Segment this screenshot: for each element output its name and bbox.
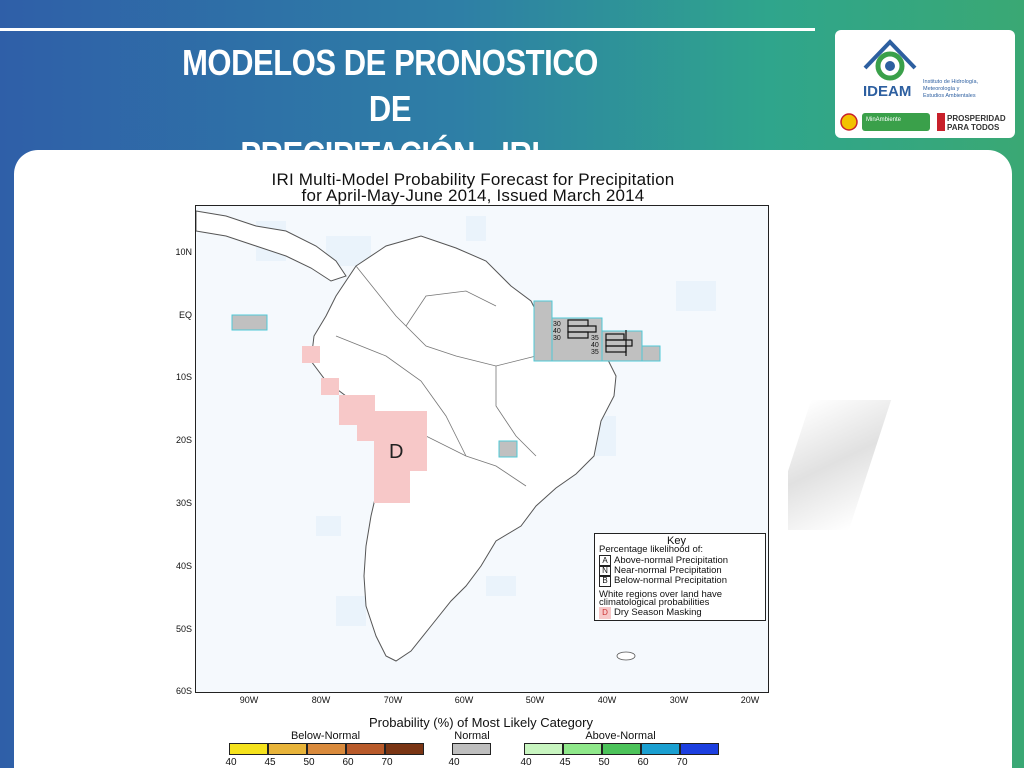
lon-label-90w: 90W (239, 695, 259, 705)
legend-normal-tick-1: 40 (448, 757, 460, 768)
lat-label-60s: 60S (175, 686, 192, 696)
box-label-6: 35 (591, 349, 599, 356)
normal-cell-paraguay (498, 440, 518, 458)
lat-label-20s: 20S (175, 435, 192, 445)
normal-cell-galapagos (231, 314, 268, 331)
legend-below-swatch-1 (229, 743, 268, 755)
logo-slogan-1: PROSPERIDAD (947, 114, 1006, 123)
falklands-outline (616, 651, 636, 661)
ideam-logo: IDEAM Instituto de Hidrología, Meteorolo… (840, 39, 1006, 132)
coat-of-arms-icon (840, 113, 858, 131)
logo-brand-sub-1: Instituto de Hidrología, (923, 79, 979, 85)
logo-swirl-icon (875, 51, 905, 81)
lon-label-50w: 50W (525, 695, 545, 705)
header-rule (0, 28, 815, 31)
legend-below-swatch-3 (307, 743, 346, 755)
logo-roof-icon (863, 39, 917, 70)
prosperidad-flag-icon (937, 113, 945, 131)
key-item-near: N Near-normal Precipitation (599, 565, 722, 577)
box-label-4: 35 (591, 335, 599, 342)
box-label-3: 30 (553, 335, 561, 342)
minambiente-badge (862, 113, 930, 131)
forecast-map-svg: D 30 40 30 35 40 35 (196, 210, 716, 662)
legend-above-tick-1: 40 (520, 757, 532, 768)
dry-mask-letter: D (389, 441, 403, 463)
legend-below-tick-2: 45 (264, 757, 276, 768)
key-label-above: Above-normal Precipitation (614, 555, 729, 566)
legend-title: Probability (%) of Most Likely Category (369, 715, 593, 730)
dry-season-mask-region (302, 346, 427, 503)
key-subtitle: Percentage likelihood of: (599, 544, 704, 555)
normal-region-ne-brazil (533, 300, 661, 362)
logo-ministry: MinAmbiente (866, 117, 902, 123)
key-label-near: Near-normal Precipitation (614, 565, 722, 576)
lat-label-10s: 10S (175, 372, 192, 382)
legend-below-tick-3: 50 (303, 757, 315, 768)
figure-title-line1: IRI Multi-Model Probability Forecast for… (271, 170, 675, 189)
central-america-outline (196, 210, 347, 282)
legend-below-tick-4: 60 (342, 757, 354, 768)
box-label-5: 40 (591, 342, 599, 349)
legend-above-swatch-5 (680, 743, 719, 755)
key-label-dry: Dry Season Masking (614, 607, 702, 618)
legend-above-tick-5: 70 (676, 757, 688, 768)
legend-below-swatch-2 (268, 743, 307, 755)
legend-normal-label: Normal (454, 730, 490, 742)
legend-above-tick-2: 45 (559, 757, 571, 768)
legend-above-tick-4: 60 (637, 757, 649, 768)
ideam-logo-card: IDEAM Instituto de Hidrología, Meteorolo… (835, 30, 1015, 138)
lat-label-30s: 30S (175, 498, 192, 508)
box-label-1: 30 (553, 321, 561, 328)
lon-label-30w: 30W (669, 695, 689, 705)
legend-normal-swatch-1 (452, 743, 491, 755)
slide-title-line1: MODELOS DE PRONOSTICO DE (182, 42, 598, 129)
figure-title-line2: for April-May-June 2014, Issued March 20… (301, 186, 645, 205)
map-key: Key Percentage likelihood of: A Above-nor… (594, 533, 766, 621)
country-borders (335, 265, 537, 487)
probability-box-marks (567, 319, 633, 356)
lat-label-50s: 50S (175, 624, 192, 634)
key-note-1: White regions over land have (599, 589, 723, 600)
key-letter-d: D (599, 607, 611, 619)
legend-above-tick-3: 50 (598, 757, 610, 768)
legend-below-tick-1: 40 (225, 757, 237, 768)
legend-below-label: Below-Normal (290, 730, 361, 742)
key-letter-n: N (599, 565, 611, 577)
logo-brand-sub-2: Meteorología y (923, 86, 960, 92)
key-item-below: B Below-normal Precipitation (599, 575, 727, 587)
key-item-above: A Above-normal Precipitation (599, 555, 728, 567)
logo-slogan-2: PARA TODOS (947, 123, 1000, 132)
lon-label-70w: 70W (383, 695, 403, 705)
legend-above-swatch-3 (602, 743, 641, 755)
key-item-dry: D Dry Season Masking (599, 607, 702, 619)
box-label-2: 40 (553, 328, 561, 335)
key-letter-b: B (599, 575, 611, 587)
key-title: Key (667, 535, 686, 547)
lat-label-10n: 10N (175, 247, 192, 257)
legend-below-swatch-5 (385, 743, 424, 755)
legend-above-swatch-2 (563, 743, 602, 755)
legend-above-swatch-4 (641, 743, 680, 755)
logo-brand: IDEAM (863, 83, 911, 100)
key-note-2: climatological probabilities (599, 597, 710, 608)
logo-brand-sub-3: Estudios Ambientales (923, 93, 976, 99)
lon-label-40w: 40W (597, 695, 617, 705)
legend-above-swatch-1 (524, 743, 563, 755)
lat-label-eq: EQ (178, 310, 192, 320)
key-label-below: Below-normal Precipitation (614, 575, 727, 586)
lon-label-20w: 20W (740, 695, 760, 705)
lon-label-80w: 80W (311, 695, 331, 705)
legend-below-swatch-4 (346, 743, 385, 755)
lat-label-40s: 40S (175, 561, 192, 571)
legend-above-label: Above-Normal (585, 730, 656, 742)
lon-label-60w: 60W (454, 695, 474, 705)
key-letter-a: A (599, 555, 611, 567)
legend-below-tick-5: 70 (381, 757, 393, 768)
